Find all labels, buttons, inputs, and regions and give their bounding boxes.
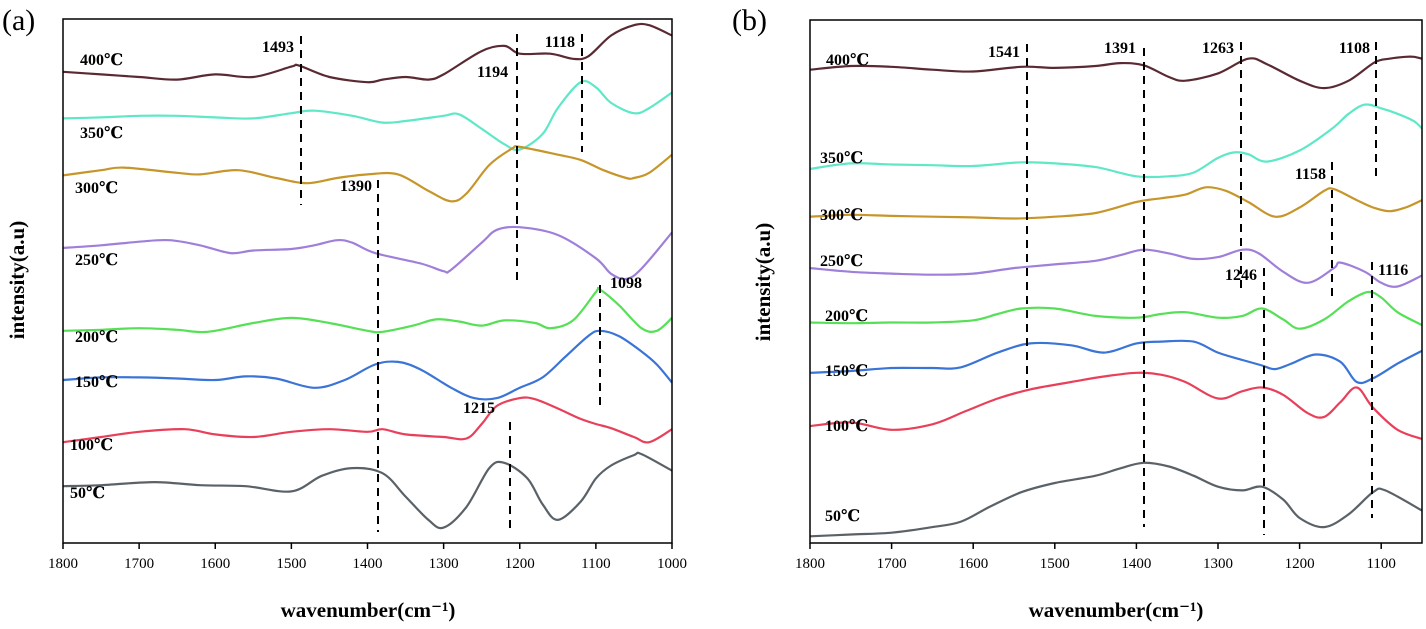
panel-b-plot-frame (809, 19, 1423, 544)
series-label-b-400: 400℃ (826, 52, 869, 69)
panel-b: (b) intensity(a.u) wavenumber(cm⁻¹) 1541… (732, 4, 1423, 622)
series-line-a-1 (62, 79, 673, 152)
series-label-a-300: 300℃ (75, 180, 118, 197)
panel-b-label: (b) (732, 4, 767, 37)
series-line-a-2 (62, 145, 673, 203)
panel-b-y-title: intensity(a.u) (751, 223, 775, 341)
x-tick-label-b-1300: 1300 (1203, 556, 1233, 572)
x-tick-label-a-1500: 1500 (276, 556, 306, 572)
series-label-a-50: 50℃ (70, 485, 105, 502)
series-line-a-5 (62, 329, 673, 401)
svg-text:intensity(a.u): intensity(a.u) (751, 223, 775, 341)
panel-a-peak-guides: 1493 1194 1118 1390 1098 1215 (262, 34, 642, 532)
series-line-b-2 (809, 186, 1423, 220)
x-tick-label-a-1700: 1700 (124, 556, 154, 572)
panel-a: (a) intensity(a.u) wavenumber(cm⁻¹) 1493… (2, 4, 687, 622)
x-tick-label-a-1200: 1200 (505, 556, 535, 572)
series-line-b-6 (809, 371, 1423, 441)
x-tick-label-b-1100: 1100 (1366, 556, 1395, 572)
series-label-b-300: 300℃ (820, 207, 863, 224)
series-label-b-50: 50℃ (825, 508, 860, 525)
peak-label-a-1390: 1390 (340, 178, 372, 195)
series-line-b-3 (809, 248, 1423, 288)
series-label-a-350: 350℃ (80, 125, 123, 142)
panel-a-traces (62, 22, 673, 530)
x-tick-label-b-1600: 1600 (958, 556, 988, 572)
panel-a-series-labels: 400℃ 350℃ 300℃ 250℃ 200℃ 150℃ 100℃ 50℃ (70, 52, 123, 502)
series-line-a-4 (62, 286, 673, 334)
series-line-b-4 (809, 290, 1423, 330)
panel-b-x-title: wavenumber(cm⁻¹) (1029, 598, 1204, 622)
peak-label-a-1215: 1215 (463, 400, 495, 417)
x-tick-label-a-1100: 1100 (581, 556, 610, 572)
x-tick-label-b-1500: 1500 (1040, 556, 1070, 572)
series-line-a-3 (62, 225, 673, 281)
x-tick-label-a-1600: 1600 (200, 556, 230, 572)
svg-text:intensity(a.u): intensity(a.u) (5, 221, 29, 339)
series-line-b-1 (809, 103, 1423, 179)
peak-label-a-1098: 1098 (610, 275, 642, 292)
x-tick-label-b-1400: 1400 (1121, 556, 1151, 572)
x-tick-label-a-1300: 1300 (429, 556, 459, 572)
series-label-a-200: 200℃ (75, 329, 118, 346)
series-line-b-7 (809, 461, 1423, 538)
series-label-a-100: 100℃ (70, 437, 113, 454)
x-tick-label-b-1800: 1800 (795, 556, 825, 572)
x-tick-label-a-1400: 1400 (353, 556, 383, 572)
peak-label-a-1118: 1118 (545, 34, 575, 51)
peak-label-b-1246: 1246 (1225, 267, 1257, 284)
peak-label-a-1194: 1194 (477, 64, 508, 81)
series-label-b-350: 350℃ (820, 150, 863, 167)
series-label-b-150: 150℃ (825, 363, 868, 380)
panel-a-y-title: intensity(a.u) (5, 221, 29, 339)
panel-b-traces (809, 55, 1423, 538)
peak-label-b-1116: 1116 (1378, 262, 1408, 279)
series-label-a-150: 150℃ (75, 374, 118, 391)
peak-label-b-1263: 1263 (1202, 40, 1234, 57)
series-line-a-7 (62, 451, 673, 530)
peak-label-b-1108: 1108 (1339, 40, 1370, 57)
series-label-b-250: 250℃ (820, 253, 863, 270)
panel-a-x-ticks: 1800 1700 1600 1500 1400 1300 1200 1100 1000 (48, 543, 687, 572)
x-tick-label-b-1700: 1700 (877, 556, 907, 572)
series-label-a-400: 400℃ (80, 52, 123, 69)
panel-a-x-title: wavenumber(cm⁻¹) (281, 598, 456, 622)
panel-a-plot-frame (62, 18, 673, 544)
series-line-b-0 (809, 55, 1423, 90)
peak-label-b-1391: 1391 (1104, 40, 1136, 57)
series-label-b-200: 200℃ (825, 308, 868, 325)
x-tick-label-a-1800: 1800 (48, 556, 78, 572)
panel-a-label: (a) (2, 4, 35, 37)
x-tick-label-b-1200: 1200 (1285, 556, 1315, 572)
series-line-b-5 (809, 339, 1423, 385)
panel-b-peak-guides: 1541 1391 1263 1108 1158 1246 1116 (988, 40, 1408, 535)
peak-label-a-1493: 1493 (262, 39, 294, 56)
series-line-a-0 (62, 22, 673, 84)
series-label-b-100: 100℃ (825, 418, 868, 435)
panel-b-x-ticks: 1800 1700 1600 1500 1400 1300 1200 1100 (795, 543, 1396, 572)
x-tick-label-a-1000: 1000 (657, 556, 687, 572)
peak-label-b-1541: 1541 (988, 44, 1020, 61)
peak-label-b-1158: 1158 (1295, 166, 1326, 183)
series-label-a-250: 250℃ (75, 252, 118, 269)
series-line-a-6 (62, 396, 673, 444)
panel-b-series-labels: 400℃ 350℃ 300℃ 250℃ 200℃ 150℃ 100℃ 50℃ (820, 52, 869, 525)
